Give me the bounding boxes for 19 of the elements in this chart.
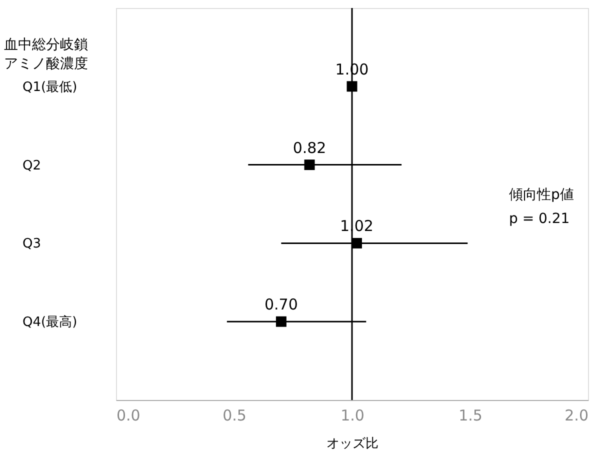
data-label: 0.70 bbox=[264, 296, 298, 314]
x-tick-label: 1.5 bbox=[458, 406, 482, 424]
x-tick-label: 2.0 bbox=[564, 406, 588, 424]
point bbox=[351, 238, 362, 248]
annotation: p = 0.21 bbox=[509, 211, 570, 227]
y-tick-label: Q2 bbox=[22, 158, 42, 174]
data-label: 0.82 bbox=[292, 138, 326, 157]
point bbox=[304, 160, 315, 170]
x-tick-label: 0.5 bbox=[222, 406, 246, 424]
y-tick-label: Q3 bbox=[22, 236, 42, 252]
y-tick-label: Q1(最低) bbox=[22, 80, 78, 95]
point bbox=[346, 81, 358, 92]
annotation: 傾向性p値 bbox=[509, 187, 574, 203]
x-tick-label: 1.0 bbox=[340, 406, 364, 424]
x-axis-title: オッズ比 bbox=[326, 436, 378, 452]
y-tick-label: Q4(最高) bbox=[22, 314, 78, 330]
y-axis-title: 血中総分岐鎖アミノ酸濃度 bbox=[4, 37, 88, 72]
point bbox=[276, 316, 286, 327]
x-tick-label: 0.0 bbox=[116, 406, 140, 424]
